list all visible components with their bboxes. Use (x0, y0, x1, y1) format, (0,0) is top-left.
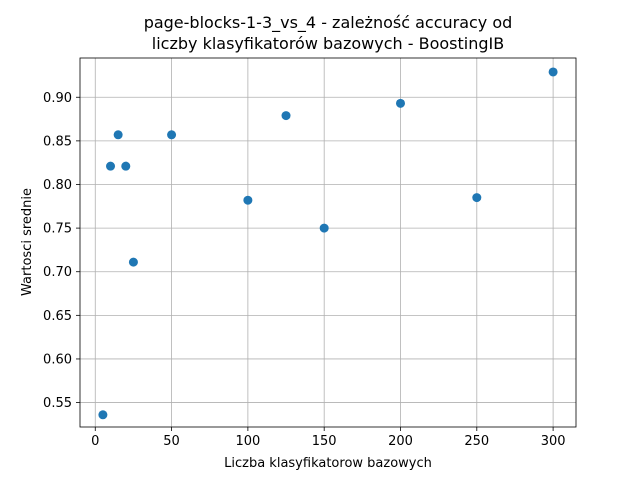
data-point (281, 111, 291, 121)
x-tick-label: 0 (91, 434, 99, 449)
grid (80, 58, 576, 427)
y-tick-label: 0.55 (43, 396, 72, 411)
y-tick-label: 0.70 (43, 265, 72, 280)
data-point (121, 161, 131, 171)
data-point (319, 223, 329, 233)
data-point (167, 130, 177, 140)
data-point (395, 98, 405, 108)
plot-frame (79, 57, 577, 428)
y-tick-label: 0.80 (43, 178, 72, 193)
x-tick-label: 50 (163, 434, 180, 449)
data-point (98, 410, 108, 420)
data-point (472, 193, 482, 203)
chart-title-line-2: liczby klasyfikatorów bazowych - Boostin… (152, 34, 504, 53)
y-tick-label: 0.65 (43, 309, 72, 324)
y-tick-label: 0.60 (43, 352, 72, 367)
data-point (243, 195, 253, 205)
data-point (113, 130, 123, 140)
data-point (128, 257, 138, 267)
x-tick-label: 200 (388, 434, 413, 449)
y-axis-label: Wartosci srednie (20, 188, 35, 296)
data-point (106, 161, 116, 171)
data-point (548, 67, 558, 77)
chart-title-line-1: page-blocks-1-3_vs_4 - zależność accurac… (144, 13, 513, 33)
y-tick-label: 0.75 (43, 222, 72, 237)
x-tick-label: 250 (464, 434, 489, 449)
y-tick-label: 0.85 (43, 134, 72, 149)
data-points (98, 67, 558, 420)
x-tick-label: 150 (312, 434, 337, 449)
y-tick-label: 0.90 (43, 91, 72, 106)
x-axis-label: Liczba klasyfikatorow bazowych (224, 456, 432, 471)
x-tick-label: 100 (235, 434, 260, 449)
axis-ticks: 0 50 100 150 200 250 300 0.55 0.60 0.65 0.70 0.75 0.… (43, 91, 565, 449)
x-tick-label: 300 (541, 434, 566, 449)
